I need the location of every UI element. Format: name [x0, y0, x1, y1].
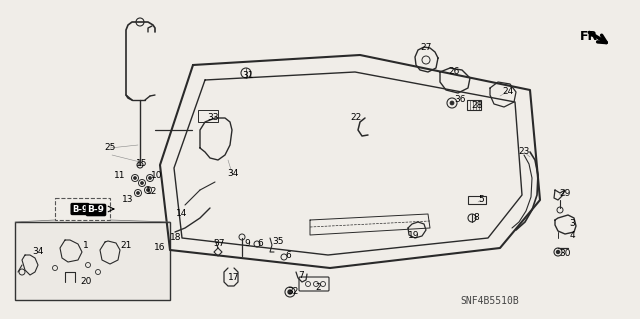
Text: 4: 4: [569, 232, 575, 241]
Text: 5: 5: [478, 196, 484, 204]
Text: 25: 25: [104, 144, 116, 152]
Text: 11: 11: [115, 170, 125, 180]
Text: 23: 23: [518, 147, 530, 157]
Text: 16: 16: [154, 242, 166, 251]
Bar: [15, 222, 170, 300]
Text: 6: 6: [257, 239, 263, 248]
Bar: [55, 198, 110, 220]
Circle shape: [450, 101, 454, 105]
Text: 32: 32: [287, 286, 299, 295]
Text: 22: 22: [350, 114, 362, 122]
Circle shape: [136, 191, 140, 195]
Text: 20: 20: [80, 278, 92, 286]
Text: 34: 34: [32, 248, 44, 256]
Text: B-9: B-9: [72, 204, 88, 213]
Bar: [198, 110, 218, 122]
Bar: [468, 196, 486, 204]
Circle shape: [288, 290, 292, 294]
Circle shape: [147, 189, 150, 191]
Text: 21: 21: [120, 241, 132, 249]
Circle shape: [557, 250, 559, 254]
Text: 35: 35: [272, 236, 284, 246]
Text: 7: 7: [298, 271, 304, 280]
Text: 30: 30: [559, 249, 571, 257]
Text: 27: 27: [420, 42, 432, 51]
Text: 13: 13: [122, 196, 134, 204]
Text: 31: 31: [243, 71, 253, 80]
Bar: [467, 100, 481, 110]
Text: 1: 1: [83, 241, 89, 249]
Circle shape: [134, 176, 136, 180]
Text: 18: 18: [170, 234, 182, 242]
Text: 14: 14: [176, 210, 188, 219]
Text: 6: 6: [285, 251, 291, 261]
Text: 26: 26: [448, 68, 460, 77]
Text: 10: 10: [151, 170, 163, 180]
Text: 8: 8: [473, 213, 479, 222]
Text: 37: 37: [213, 239, 225, 248]
Text: 17: 17: [228, 272, 240, 281]
Text: 9: 9: [244, 239, 250, 248]
Text: 3: 3: [569, 219, 575, 228]
Text: 19: 19: [408, 232, 420, 241]
Text: 28: 28: [471, 101, 483, 110]
Text: 36: 36: [454, 95, 466, 105]
Text: 34: 34: [227, 168, 239, 177]
Text: 15: 15: [136, 159, 148, 167]
Text: FR.: FR.: [580, 29, 603, 42]
Text: 12: 12: [147, 188, 157, 197]
Text: 24: 24: [502, 87, 514, 97]
Text: 29: 29: [559, 189, 571, 198]
Text: SNF4B5510B: SNF4B5510B: [460, 296, 519, 306]
Text: 2: 2: [315, 283, 321, 292]
Circle shape: [141, 182, 143, 184]
Text: B-9: B-9: [88, 205, 104, 214]
Circle shape: [148, 176, 152, 180]
Text: 33: 33: [207, 113, 219, 122]
